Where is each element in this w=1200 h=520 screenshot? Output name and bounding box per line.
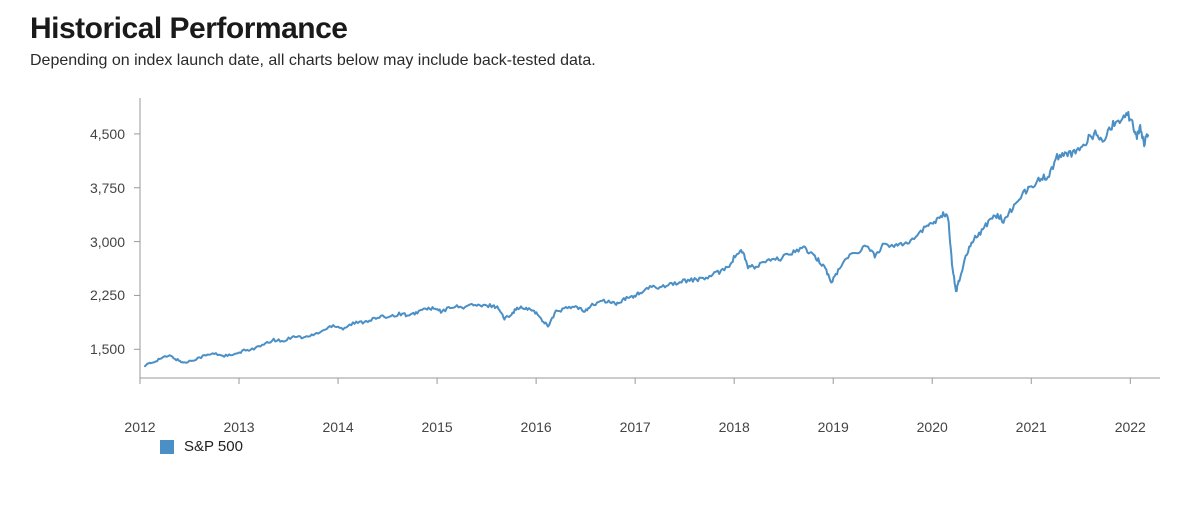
y-tick-label: 2,250 [30,287,125,303]
y-tick-label: 3,750 [30,180,125,196]
x-tick-label: 2014 [322,419,353,435]
x-tick-label: 2018 [719,419,750,435]
x-tick-label: 2012 [124,419,155,435]
y-tick-label: 1,500 [30,341,125,357]
x-tick-label: 2016 [521,419,552,435]
section-title: Historical Performance [30,12,1170,46]
x-tick-label: 2015 [422,419,453,435]
x-tick-label: 2020 [917,419,948,435]
x-tick-label: 2019 [818,419,849,435]
historical-performance-panel: Historical Performance Depending on inde… [0,0,1200,520]
x-axis-ticks: 2012 2013 2014 2015 2016 2017 2018 2019 2020 2021… [30,419,1170,449]
series-line-sp500 [145,112,1148,366]
x-tick-label: 2022 [1115,419,1146,435]
chart-svg [30,88,1170,408]
y-tick-label: 4,500 [30,126,125,142]
section-subtitle: Depending on index launch date, all char… [30,52,1170,70]
x-tick-label: 2017 [620,419,651,435]
x-tick-label: 2013 [223,419,254,435]
x-tick-label: 2021 [1016,419,1047,435]
line-chart: 1,5002,2503,0003,7504,500 20122013201420… [30,88,1170,408]
y-tick-label: 3,000 [30,234,125,250]
